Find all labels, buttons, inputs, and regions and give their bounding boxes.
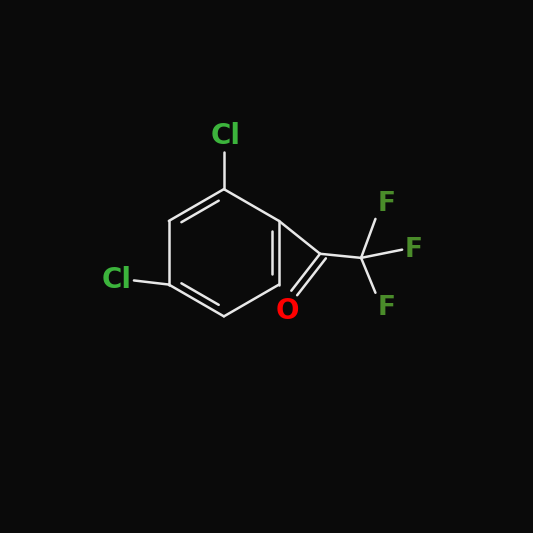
Text: Cl: Cl	[211, 122, 241, 150]
Text: F: F	[377, 191, 395, 217]
Text: Cl: Cl	[102, 266, 132, 294]
Text: F: F	[377, 295, 395, 321]
Text: F: F	[404, 237, 422, 263]
Text: O: O	[276, 297, 299, 325]
